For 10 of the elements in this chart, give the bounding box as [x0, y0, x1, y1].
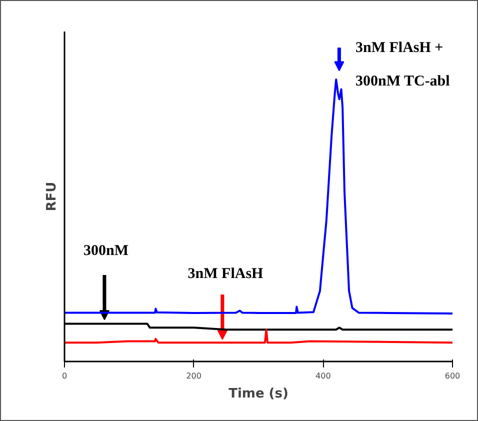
text: 3nM FlAsH + — [356, 40, 444, 56]
annotation: 300nM TC-abl — [356, 74, 450, 90]
x-axis-title: Time (s) — [228, 386, 288, 402]
annotation: 300nM — [84, 242, 129, 259]
y-axis-title: RFU — [44, 182, 60, 212]
x-tick-label: 200 — [186, 372, 202, 380]
x-tick-label: 0 — [62, 372, 68, 380]
annotation: 3nM FlAsH — [188, 266, 264, 282]
x-tick-label: 600 — [444, 372, 460, 380]
x-tick-label: 400 — [316, 372, 331, 380]
